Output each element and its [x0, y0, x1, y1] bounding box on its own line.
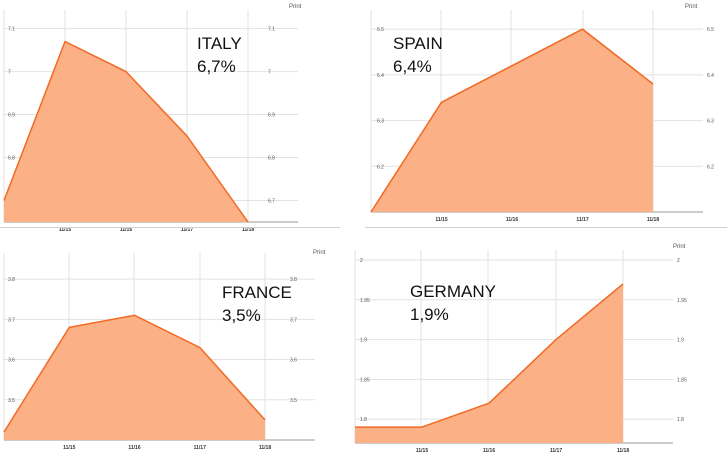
x-tick-label: 11/17: [181, 227, 193, 233]
country-label-germany: GERMANY 1,9%: [410, 280, 496, 326]
y-tick-label-left: 1.95: [360, 298, 370, 304]
y-tick-label-left: 6.8: [8, 156, 15, 162]
x-tick-label: 11/17: [550, 448, 562, 454]
print-button[interactable]: Print: [685, 4, 698, 10]
x-tick-label: 11/18: [242, 227, 254, 233]
y-tick-label-right: 6.3: [707, 119, 714, 125]
x-tick-label: 11/15: [435, 217, 447, 223]
y-tick-label-left: 3.6: [8, 358, 15, 364]
y-tick-label-left: 6.9: [8, 113, 15, 119]
y-tick-label-right: 6.7: [268, 199, 275, 205]
series-area: [4, 41, 248, 222]
chart-svg-france: 3.5 3.5 3.6 3.6 3.7 3.7 3.8 3.8 11/15 11/16 11/17 1…: [3, 253, 315, 451]
y-tick-label-right: 1.8: [677, 417, 684, 423]
series-line: [370, 28, 654, 213]
y-tick-label-right: 1.85: [677, 377, 687, 383]
y-tick-label-right: 7.1: [268, 27, 275, 33]
country-label-spain: SPAIN 6,4%: [393, 32, 443, 78]
series-line: [3, 40, 249, 223]
y-tick-label-left: 2: [360, 258, 363, 264]
print-button[interactable]: Print: [313, 250, 326, 256]
chart-panel-germany: 1.8 1.8 1.85 1.85 1.9 1.9 1.95 1.95 2 2 11/15 11/16…: [354, 240, 727, 455]
chart-svg-italy: 6.76.76.86.86.96.9777.17.111/1511/1611/1…: [3, 10, 298, 233]
print-button[interactable]: Print: [673, 244, 686, 250]
chart-subtitle: 6,4%: [393, 57, 432, 76]
y-tick-label-right: 3.8: [290, 277, 297, 283]
y-tick-label-right: 6.2: [707, 164, 714, 170]
x-tick-label: 11/17: [194, 445, 206, 451]
y-tick-label-left: 3.8: [8, 277, 15, 283]
chart-svg-spain: 6.2 6.2 6.3 6.3 6.4 6.4 6.5 6.5 11/15 11/16 11/17 1…: [370, 10, 714, 223]
country-label-france: FRANCE 3,5%: [222, 281, 292, 327]
x-tick-label: 11/16: [506, 217, 518, 223]
y-tick-label-left: 3.5: [8, 398, 15, 404]
y-tick-label-right: 3.7: [290, 317, 297, 323]
chart-panel-spain: 6.2 6.2 6.3 6.3 6.4 6.4 6.5 6.5 11/15 11/16 11/17 1…: [365, 0, 727, 230]
series-area: [371, 29, 653, 212]
series-area: [4, 315, 265, 440]
y-tick-label-right: 2: [677, 258, 680, 264]
chart-subtitle: 3,5%: [222, 306, 261, 325]
series-line: [355, 283, 624, 428]
y-tick-label-left: 6.2: [377, 164, 384, 170]
y-tick-label-left: 6.5: [377, 27, 384, 33]
y-tick-label-left: 6.3: [377, 119, 384, 125]
x-tick-label: 11/18: [647, 217, 659, 223]
print-button[interactable]: Print: [289, 4, 302, 10]
chart-panel-france: 3.5 3.5 3.6 3.6 3.7 3.7 3.8 3.8 11/15 11/16 11/17 1…: [0, 245, 340, 455]
x-tick-label: 11/18: [259, 445, 271, 451]
x-tick-label: 11/18: [617, 448, 629, 454]
y-tick-label-left: 1.9: [360, 338, 367, 344]
y-tick-label-left: 7: [8, 70, 11, 76]
x-tick-label: 11/16: [128, 445, 140, 451]
series-line: [3, 314, 266, 433]
y-tick-label-right: 6.8: [268, 156, 275, 162]
x-tick-label: 11/16: [120, 227, 132, 233]
chart-subtitle: 1,9%: [410, 305, 449, 324]
chart-subtitle: 6,7%: [197, 57, 236, 76]
chart-title: SPAIN: [393, 34, 443, 53]
y-tick-label-right: 3.6: [290, 358, 297, 364]
y-tick-label-left: 1.8: [360, 417, 367, 423]
chart-title: FRANCE: [222, 283, 292, 302]
y-tick-label-left: 6.4: [377, 73, 384, 79]
chart-title: ITALY: [197, 34, 242, 53]
panel-divider: [0, 227, 340, 228]
y-tick-label-right: 1.9: [677, 338, 684, 344]
y-tick-label-left: 1.85: [360, 377, 370, 383]
y-tick-label-left: 3.7: [8, 317, 15, 323]
series-area: [355, 283, 623, 443]
y-tick-label-right: 7: [268, 70, 271, 76]
chart-title: GERMANY: [410, 282, 496, 301]
y-tick-label-left: 7.1: [8, 27, 15, 33]
chart-panel-italy: 6.76.76.86.86.96.9777.17.111/1511/1611/1…: [0, 0, 340, 233]
y-tick-label-right: 6.4: [707, 73, 714, 79]
panel-divider: [365, 227, 727, 228]
x-tick-label: 11/15: [63, 445, 75, 451]
y-tick-label-right: 1.95: [677, 298, 687, 304]
x-tick-label: 11/16: [483, 448, 495, 454]
y-tick-label-right: 6.5: [707, 27, 714, 33]
y-tick-label-right: 3.5: [290, 398, 297, 404]
y-tick-label-right: 6.9: [268, 113, 275, 119]
country-label-italy: ITALY 6,7%: [197, 32, 242, 78]
x-tick-label: 11/15: [416, 448, 428, 454]
chart-svg-germany: 1.8 1.8 1.85 1.85 1.9 1.9 1.95 1.95 2 2 11/15 11/16…: [354, 250, 687, 454]
x-tick-label: 11/15: [59, 227, 71, 233]
x-tick-label: 11/17: [576, 217, 588, 223]
